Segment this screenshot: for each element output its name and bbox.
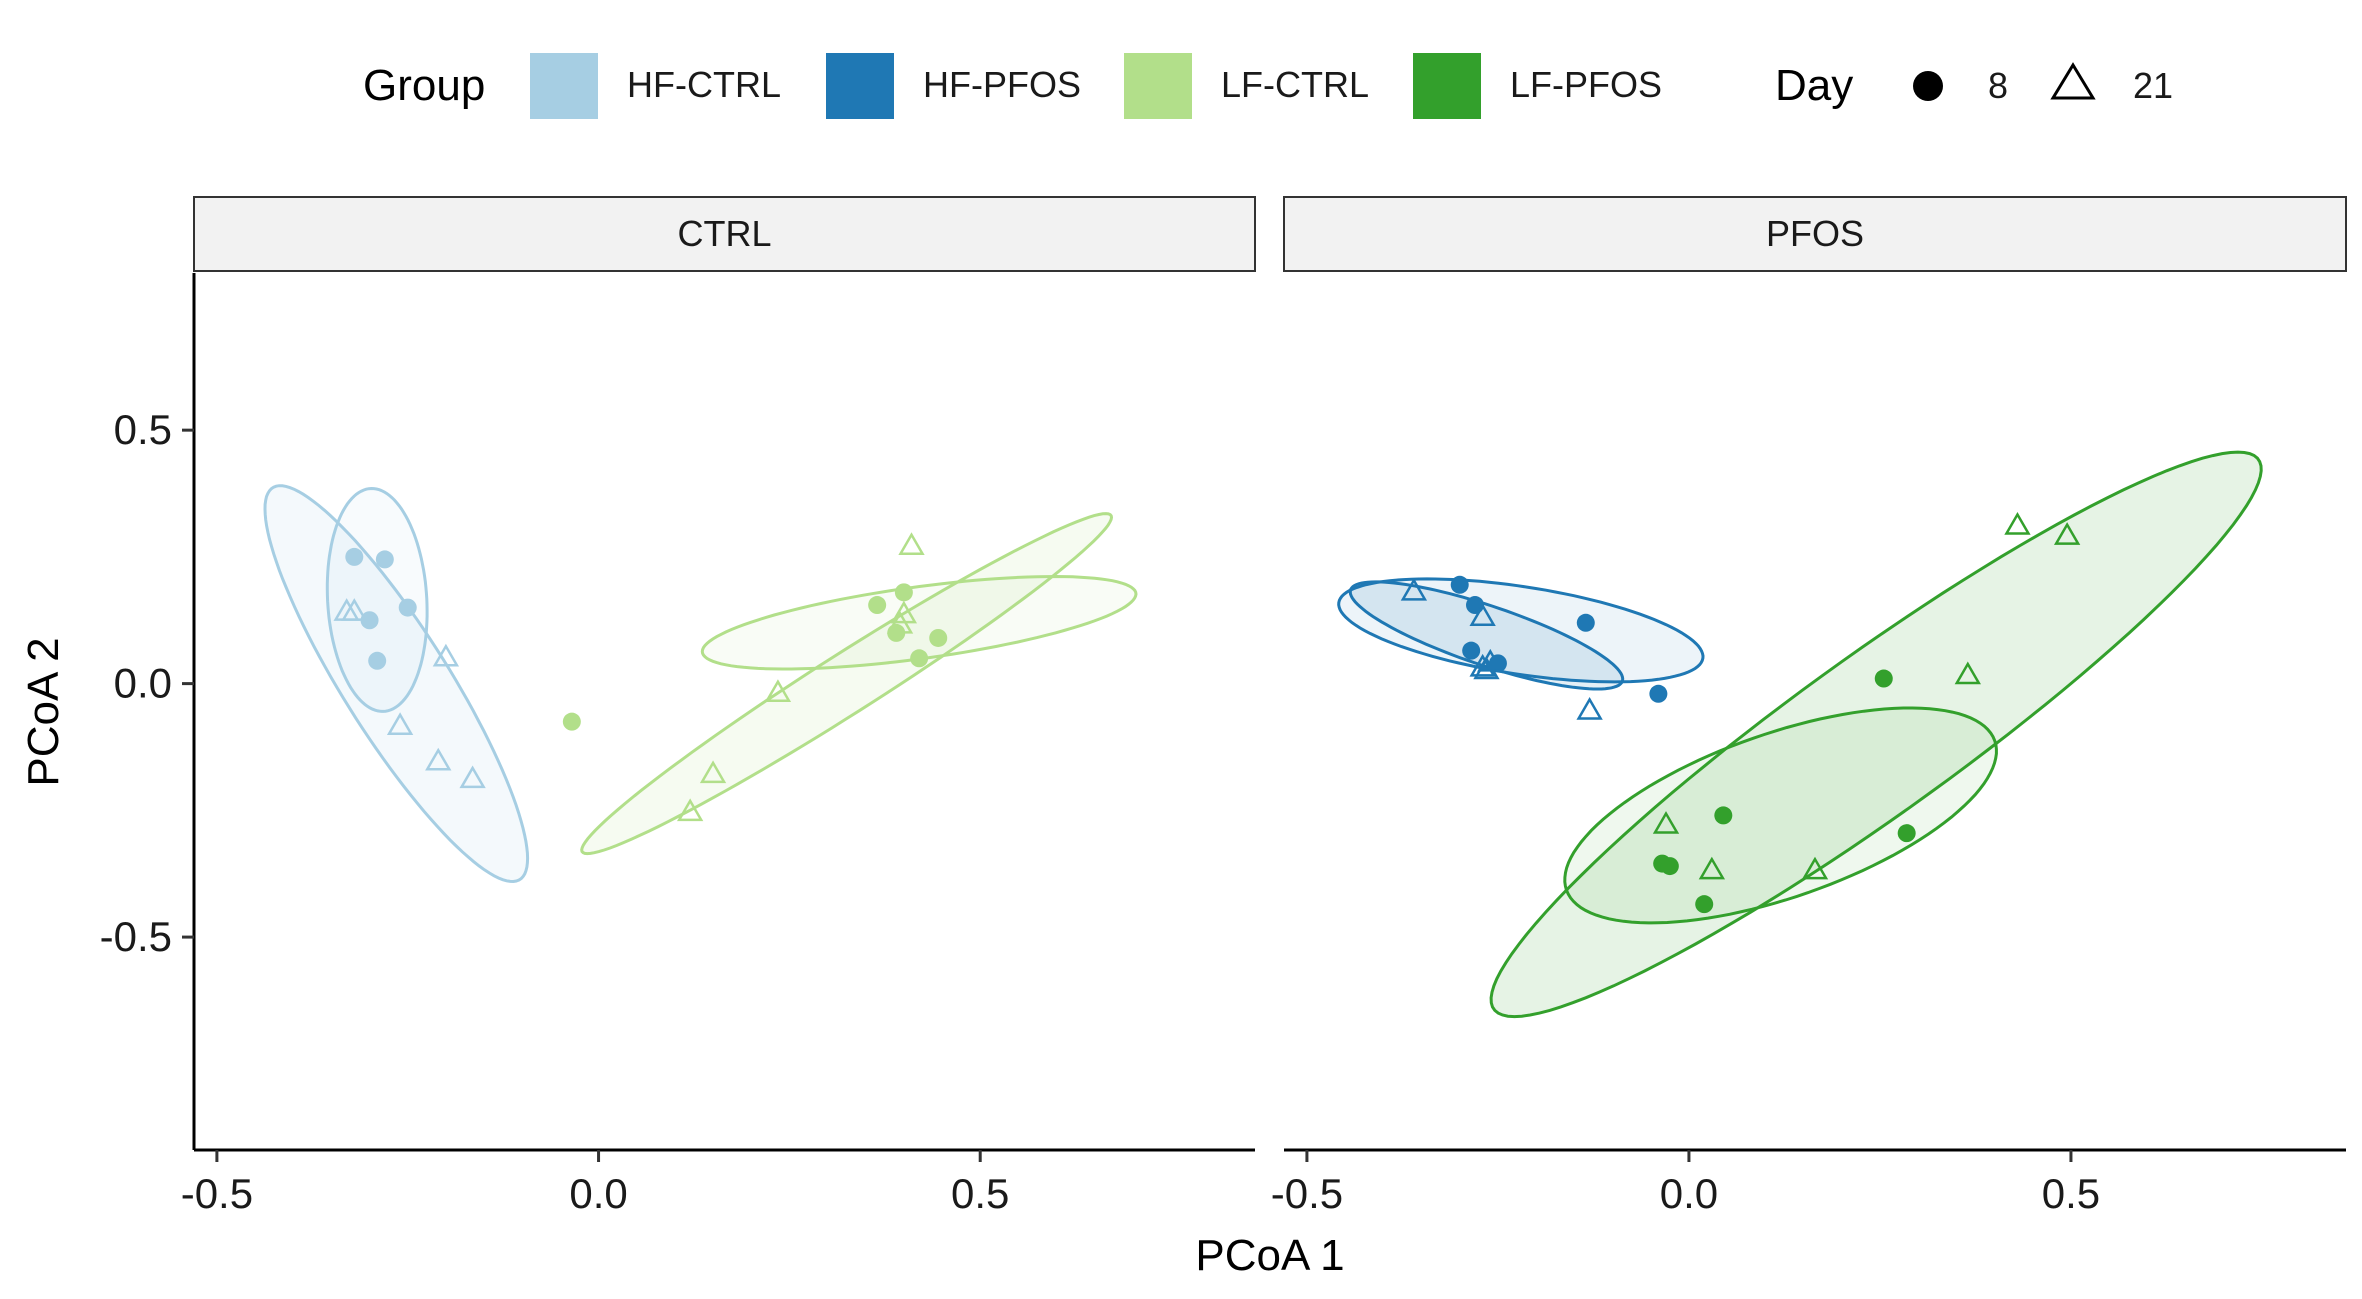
- point-lf-pfos-day-21: [2053, 522, 2081, 545]
- point-hf-ctrl-day-8: [398, 598, 417, 617]
- point-hf-ctrl-day-21: [386, 712, 414, 735]
- y-tick-label: 0.5: [114, 406, 172, 453]
- point-hf-pfos-day-21: [1400, 577, 1428, 601]
- panel-pfos-x-ticks: -0.5 0.0 0.5: [1271, 1150, 2100, 1217]
- point-hf-pfos-day-8: [1576, 613, 1595, 632]
- x-tick-label: 0.5: [2042, 1170, 2100, 1217]
- legend-day-label-8: 8: [1988, 65, 2008, 106]
- x-tick-label: 0.0: [1660, 1170, 1718, 1217]
- panel-ctrl-strip: [193, 196, 1256, 272]
- legend-day-items: 8 21: [1913, 62, 2173, 106]
- point-lf-ctrl-day-21: [886, 610, 914, 634]
- ellipse-lf-pfos-day-21: [1489, 450, 2263, 1019]
- ellipse-lf-ctrl-day-21: [580, 512, 1114, 856]
- point-lf-ctrl-day-21: [898, 532, 925, 555]
- point-hf-ctrl-day-21: [341, 598, 368, 621]
- y-ticks: -0.5 0.0 0.5: [100, 406, 194, 960]
- ellipse-lf-pfos-day-8: [1563, 706, 1998, 925]
- legend-swatch-hf-ctrl: [530, 53, 598, 119]
- point-hf-ctrl-day-21: [425, 747, 452, 771]
- panel-ctrl-title: CTRL: [677, 213, 771, 254]
- x-tick-label: 0.5: [951, 1170, 1009, 1217]
- legend-swatch-hf-pfos: [826, 53, 894, 119]
- point-hf-pfos-day-8: [1466, 596, 1485, 615]
- point-lf-pfos-day-8: [1695, 895, 1714, 914]
- point-lf-pfos-day-8: [1660, 857, 1679, 876]
- legend-day-8-icon: [1913, 71, 1943, 101]
- point-lf-ctrl-day-8: [929, 628, 948, 647]
- point-hf-ctrl-day-8: [345, 547, 364, 566]
- legend-label-hf-ctrl: HF-CTRL: [627, 64, 781, 105]
- point-hf-ctrl-day-8: [360, 611, 379, 630]
- point-hf-pfos-day-21: [1576, 697, 1603, 720]
- panel-pfos-ellipses: [1337, 450, 2263, 1019]
- legend-label-hf-pfos: HF-PFOS: [923, 64, 1081, 105]
- point-lf-pfos-day-21: [1652, 811, 1680, 834]
- point-lf-ctrl-day-8: [868, 596, 887, 615]
- x-tick-label: -0.5: [181, 1170, 253, 1217]
- ellipse-hf-ctrl-day-8: [325, 486, 429, 713]
- point-lf-pfos-day-21: [2004, 511, 2031, 535]
- legend-day-21-icon: [2050, 62, 2096, 100]
- panel-pfos: PFOS -0.5 0.0 0.5: [1271, 196, 2347, 1217]
- point-hf-pfos-day-8: [1649, 684, 1668, 703]
- point-hf-pfos-day-21: [1469, 603, 1496, 626]
- ellipse-hf-ctrl-day-21: [263, 484, 530, 884]
- ellipse-lf-ctrl-day-8: [700, 574, 1138, 671]
- point-hf-pfos-day-8: [1450, 575, 1469, 594]
- point-lf-pfos-day-21: [1698, 856, 1726, 880]
- legend-label-lf-pfos: LF-PFOS: [1510, 64, 1662, 105]
- point-lf-pfos-day-8: [1714, 806, 1733, 825]
- panel-ctrl-points: [333, 532, 948, 822]
- panel-pfos-strip: [1283, 196, 2347, 272]
- point-hf-pfos-day-21: [1473, 656, 1500, 680]
- y-axis-title: PCoA 2: [19, 637, 68, 786]
- point-lf-ctrl-day-21: [764, 679, 792, 703]
- legend-day-label-21: 21: [2133, 65, 2173, 106]
- legend-day-title: Day: [1775, 61, 1853, 110]
- point-lf-ctrl-day-21: [699, 760, 727, 784]
- legend-swatch-lf-ctrl: [1124, 53, 1192, 119]
- point-hf-ctrl-day-21: [459, 765, 486, 789]
- point-lf-ctrl-day-21: [676, 798, 704, 822]
- panel-ctrl-x-ticks: -0.5 0.0 0.5: [181, 1150, 1009, 1217]
- point-lf-pfos-day-8: [1897, 824, 1916, 843]
- panel-ctrl-ellipses: [263, 484, 1138, 884]
- panel-ctrl: CTRL -0.5 0.0 0.5 -0.5 0.0 0.5: [100, 196, 1256, 1217]
- legend-label-lf-ctrl: LF-CTRL: [1221, 64, 1369, 105]
- ellipse-hf-pfos-day-8: [1337, 577, 1705, 684]
- legend-group-items: HF-CTRL HF-PFOS LF-CTRL LF-PFOS: [530, 53, 1662, 119]
- point-lf-pfos-day-8: [1874, 669, 1893, 688]
- y-tick-label: 0.0: [114, 660, 172, 707]
- legend: Group HF-CTRL HF-PFOS LF-CTRL LF-PFOS Day 8…: [363, 53, 2173, 119]
- point-hf-ctrl-day-21: [432, 643, 460, 667]
- point-hf-ctrl-day-8: [368, 651, 387, 670]
- x-axis-title: PCoA 1: [1195, 1231, 1344, 1280]
- point-lf-ctrl-day-8: [894, 583, 913, 602]
- x-tick-label: -0.5: [1271, 1170, 1343, 1217]
- point-lf-ctrl-day-8: [910, 649, 929, 668]
- point-hf-ctrl-day-8: [375, 550, 394, 569]
- point-lf-ctrl-day-8: [562, 712, 581, 731]
- panel-pfos-points: [1400, 511, 2081, 914]
- point-lf-pfos-day-21: [1801, 856, 1829, 880]
- x-tick-label: 0.0: [569, 1170, 627, 1217]
- point-hf-pfos-day-21: [1469, 653, 1496, 677]
- panel-pfos-title: PFOS: [1766, 213, 1864, 254]
- legend-group-title: Group: [363, 61, 485, 110]
- y-tick-label: -0.5: [100, 913, 172, 960]
- point-hf-pfos-day-8: [1462, 641, 1481, 660]
- point-lf-pfos-day-21: [1954, 661, 1981, 685]
- legend-swatch-lf-pfos: [1413, 53, 1481, 119]
